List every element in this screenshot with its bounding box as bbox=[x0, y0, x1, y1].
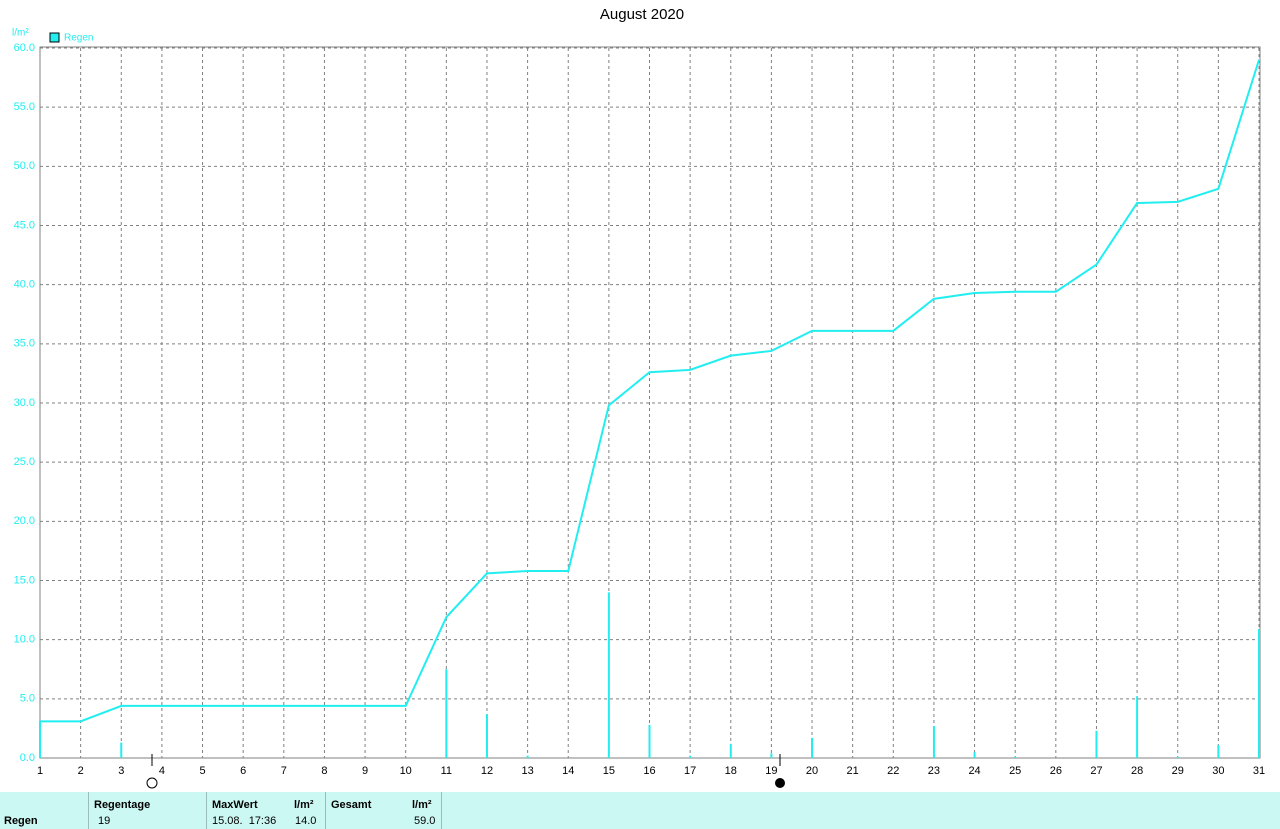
x-tick-label: 19 bbox=[765, 765, 777, 777]
header: Regentage bbox=[94, 799, 151, 811]
x-tick-label: 23 bbox=[928, 765, 940, 777]
full-moon bbox=[146, 777, 158, 789]
legend-label: Regen bbox=[64, 33, 93, 44]
bar bbox=[1258, 629, 1260, 758]
x-tick-label: 21 bbox=[847, 765, 859, 777]
plot: 0.0 5.0 10.0 15.0 20.0 25.0 30.0 35.0 40.0 45.0 50… bbox=[14, 32, 1265, 777]
cell: 59.0 bbox=[414, 815, 436, 827]
y-unit: l/m² bbox=[12, 28, 29, 39]
y-tick-label: 40.0 bbox=[14, 279, 35, 291]
x-tick-label: 2 bbox=[78, 765, 84, 777]
legend-swatch bbox=[49, 32, 60, 43]
line bbox=[40, 59, 1260, 723]
row-label: Regen bbox=[4, 815, 38, 827]
bar bbox=[39, 721, 41, 758]
bar bbox=[526, 755, 529, 758]
x-tick-label: 20 bbox=[806, 765, 818, 777]
x-tick-label: 17 bbox=[684, 765, 696, 777]
x-tick-label: 3 bbox=[118, 765, 124, 777]
bar bbox=[120, 742, 123, 758]
bar bbox=[648, 724, 651, 758]
bar bbox=[811, 737, 814, 758]
cell: 15.08. 17:36 bbox=[212, 815, 277, 827]
bar bbox=[445, 669, 448, 758]
new-moon bbox=[775, 778, 785, 788]
x-tick-label: 26 bbox=[1050, 765, 1062, 777]
x-tick-label: 10 bbox=[400, 765, 412, 777]
header: l/m² bbox=[412, 799, 432, 811]
x-tick-label: 24 bbox=[968, 765, 980, 777]
y-tick-label: 20.0 bbox=[14, 515, 35, 527]
y-tick-label: 50.0 bbox=[14, 160, 35, 172]
bar bbox=[1176, 756, 1179, 758]
x-tick-label: 22 bbox=[887, 765, 899, 777]
x-tick-label: 30 bbox=[1212, 765, 1224, 777]
x-tick-label: 31 bbox=[1253, 765, 1265, 777]
x-tick-label: 8 bbox=[321, 765, 327, 777]
bar bbox=[689, 755, 692, 758]
bar bbox=[932, 726, 935, 758]
bar bbox=[1014, 756, 1017, 758]
x-tick-label: 13 bbox=[521, 765, 533, 777]
cell: 14.0 bbox=[295, 815, 317, 827]
y-tick-label: 60.0 bbox=[14, 42, 35, 54]
bar bbox=[485, 714, 488, 758]
header: MaxWert bbox=[212, 799, 258, 811]
bar bbox=[770, 753, 773, 758]
x-tick-label: 18 bbox=[725, 765, 737, 777]
y-tick-label: 15.0 bbox=[14, 574, 35, 586]
x-tick-label: 5 bbox=[199, 765, 205, 777]
x-tick-label: 4 bbox=[159, 765, 165, 777]
x-tick-label: 12 bbox=[481, 765, 493, 777]
x-tick-label: 29 bbox=[1172, 765, 1184, 777]
chart-title: August 2020 bbox=[600, 6, 684, 23]
x-tick-label: 28 bbox=[1131, 765, 1143, 777]
x-tick-label: 6 bbox=[240, 765, 246, 777]
bar bbox=[973, 752, 976, 758]
chart: August 2020 l/m² 0.0 5.0 10.0 15.0 20.0 25.0 3… bbox=[12, 6, 1265, 789]
y-tick-label: 0.0 bbox=[20, 752, 35, 764]
y-tick-label: 5.0 bbox=[20, 693, 35, 705]
header: Gesamt bbox=[331, 799, 372, 811]
bar bbox=[1217, 744, 1220, 758]
x-tick-label: 27 bbox=[1090, 765, 1102, 777]
x-tick-label: 9 bbox=[362, 765, 368, 777]
y-tick-label: 25.0 bbox=[14, 456, 35, 468]
x-tick-label: 15 bbox=[603, 765, 615, 777]
y-tick-label: 35.0 bbox=[14, 338, 35, 350]
y-tick-label: 55.0 bbox=[14, 101, 35, 113]
y-tick-label: 30.0 bbox=[14, 397, 35, 409]
x-tick-label: 25 bbox=[1009, 765, 1021, 777]
bar bbox=[1136, 696, 1139, 758]
y-tick-label: 45.0 bbox=[14, 219, 35, 231]
x-tick-label: 1 bbox=[37, 765, 43, 777]
x-tick-label: 11 bbox=[441, 765, 452, 777]
bar bbox=[729, 743, 732, 758]
cell: 19 bbox=[98, 815, 111, 827]
x-tick-label: 16 bbox=[643, 765, 655, 777]
x-tick-label: 14 bbox=[562, 765, 574, 777]
summary-table: Regen Regentage MaxWert l/m² Gesamt l/m²… bbox=[0, 792, 1280, 829]
bar bbox=[1095, 730, 1098, 758]
x-tick-label: 7 bbox=[281, 765, 287, 777]
y-tick-label: 10.0 bbox=[14, 634, 35, 646]
header: l/m² bbox=[294, 799, 314, 811]
bar bbox=[607, 592, 610, 758]
